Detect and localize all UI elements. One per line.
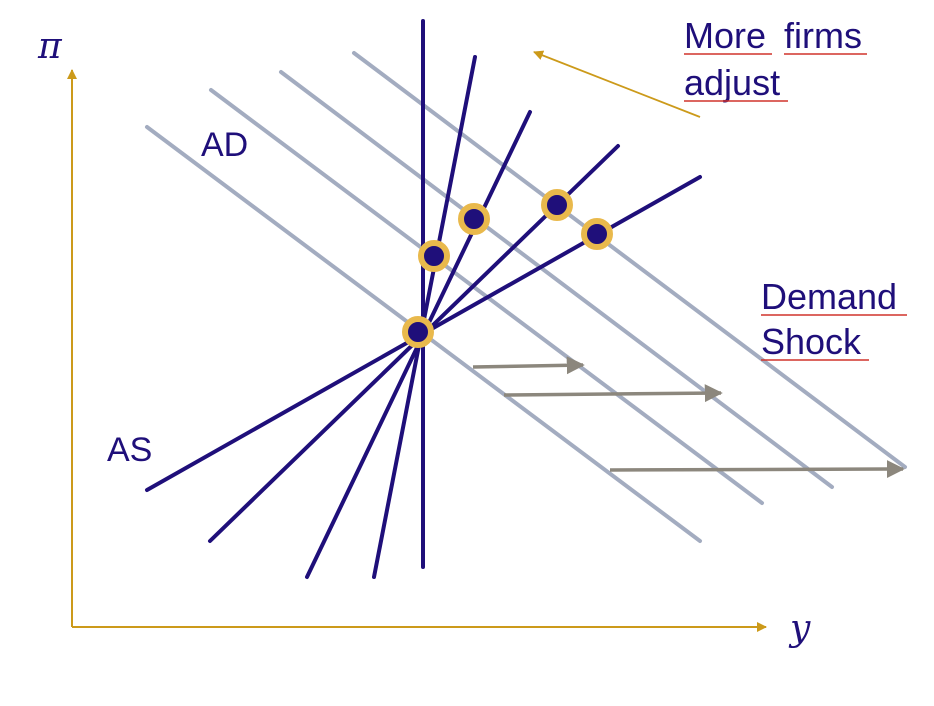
firms-adjust-annotation: More firms adjust — [684, 15, 867, 103]
demand-shock-annotation: Demand Shock — [761, 276, 907, 362]
equilibrium-point-b — [458, 203, 490, 235]
shock-word-demand: Demand — [761, 276, 897, 317]
firms-word-adjust: adjust — [684, 62, 780, 103]
axes: π y — [37, 26, 811, 649]
firms-word-more: More — [684, 15, 766, 56]
equilibrium-point-c — [541, 189, 573, 221]
x-axis-label: y — [788, 608, 811, 649]
shock-word-shock: Shock — [761, 321, 862, 362]
shift-arrows — [472, 356, 905, 479]
shift-arrow-1 — [472, 356, 585, 375]
equilibrium-point-a — [418, 240, 450, 272]
ad-curves — [145, 51, 907, 543]
as-label: AS — [107, 431, 152, 469]
equilibrium-point-d — [581, 218, 613, 250]
firms-pointer-arrow — [533, 50, 701, 118]
firms-word-firms: firms — [784, 15, 862, 56]
equilibrium-points — [402, 189, 613, 348]
shift-arrow-2 — [503, 384, 723, 403]
ad-label: AD — [201, 126, 248, 164]
ad-curve-shift-3 — [352, 51, 907, 469]
ad-curve-shift-2 — [279, 70, 834, 489]
equilibrium-point-origin — [402, 316, 434, 348]
shift-arrow-3 — [609, 460, 905, 479]
y-axis-label: π — [37, 26, 63, 67]
